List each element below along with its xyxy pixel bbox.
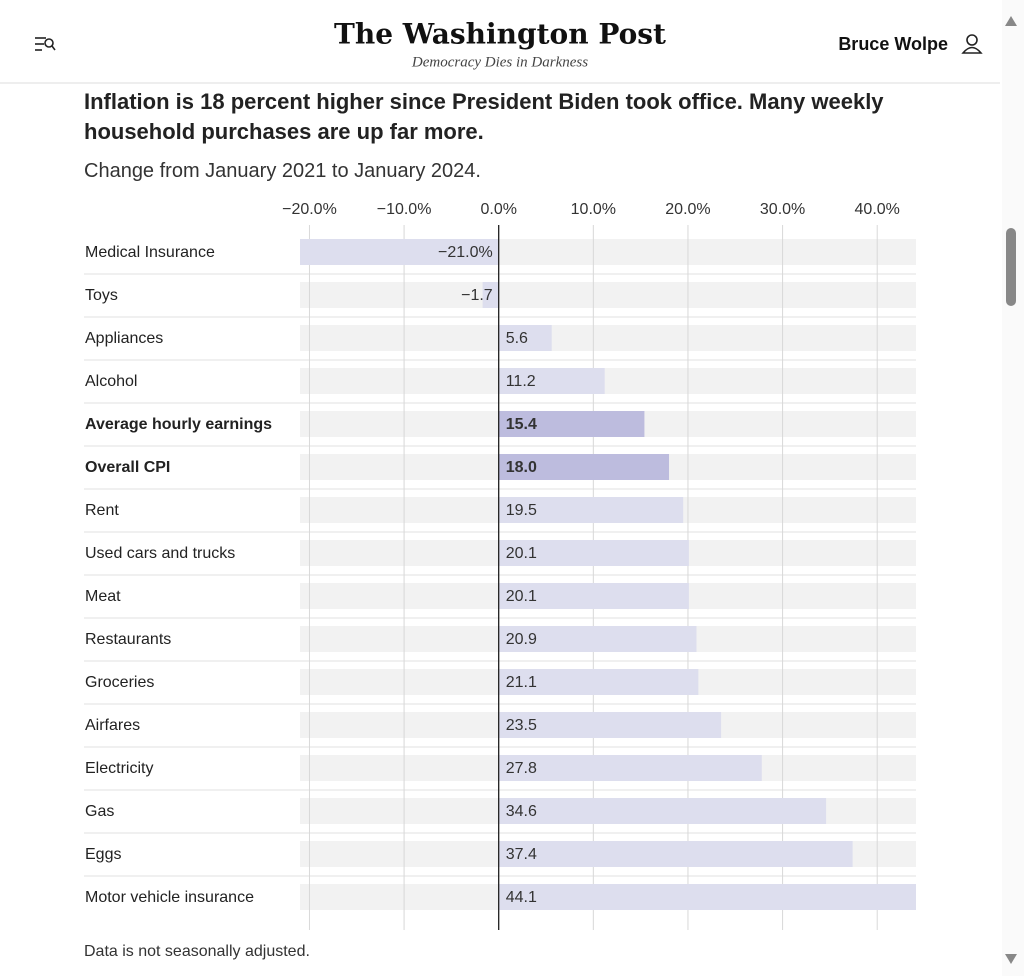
bar (498, 669, 699, 695)
chart: −20.0% −10.0% 0.0% 10.0% 20.0% 30.0% 40.0% −21.… (84, 201, 916, 930)
bar (498, 454, 670, 480)
category-label: Gas (85, 803, 114, 820)
x-tick-label: 40.0% (855, 201, 900, 218)
category-label: Appliances (85, 330, 163, 347)
user-name[interactable]: Bruce Wolpe (838, 34, 948, 54)
bar (498, 497, 684, 523)
x-tick-label: −10.0% (377, 201, 432, 218)
bar (498, 712, 722, 738)
value-label: 15.4 (506, 416, 537, 433)
value-label: 21.1 (506, 674, 537, 691)
scrollbar[interactable] (1002, 0, 1024, 976)
chart-note: Data is not seasonally adjusted. (84, 943, 310, 960)
value-label: 27.8 (506, 760, 537, 777)
value-label: 37.4 (506, 846, 537, 863)
value-label: 18.0 (506, 459, 537, 476)
scroll-thumb[interactable] (1006, 228, 1016, 306)
value-label: 20.9 (506, 631, 537, 648)
bar (498, 411, 645, 437)
category-label: Alcohol (85, 373, 137, 390)
x-tick-label: 20.0% (665, 201, 710, 218)
bar (498, 798, 827, 824)
category-label: Medical Insurance (85, 244, 215, 261)
bar (498, 540, 689, 566)
value-label: −1.7 (461, 287, 493, 304)
value-label: 5.6 (506, 330, 528, 347)
track (300, 325, 916, 351)
bar (498, 325, 552, 351)
value-label: 20.1 (506, 588, 537, 605)
category-label: Meat (85, 588, 121, 605)
tagline: Democracy Dies in Darkness (411, 54, 588, 70)
category-label: Toys (85, 287, 118, 304)
category-label: Groceries (85, 674, 154, 691)
chart-title: Inflation is 18 percent higher since Pre… (84, 89, 884, 144)
category-label: Airfares (85, 717, 140, 734)
bar (498, 884, 916, 910)
bar (498, 841, 853, 867)
x-tick-label: 10.0% (571, 201, 616, 218)
value-label: 44.1 (506, 889, 537, 906)
bar (300, 239, 499, 265)
bar (498, 368, 605, 394)
value-label: 19.5 (506, 502, 537, 519)
bar (498, 583, 689, 609)
value-label: 23.5 (506, 717, 537, 734)
scroll-down[interactable] (1005, 954, 1017, 964)
value-label: 34.6 (506, 803, 537, 820)
value-label: 11.2 (506, 373, 536, 390)
category-label: Restaurants (85, 631, 171, 648)
bar (482, 282, 499, 308)
menu-button[interactable] (35, 37, 56, 51)
value-label: −21.0% (438, 244, 493, 261)
category-label: Eggs (85, 846, 121, 863)
category-label: Overall CPI (85, 459, 170, 476)
track (300, 368, 916, 394)
category-label: Rent (85, 502, 119, 519)
value-label: 20.1 (506, 545, 537, 562)
category-label: Average hourly earnings (85, 416, 272, 433)
category-label: Used cars and trucks (85, 545, 235, 562)
category-label: Motor vehicle insurance (85, 889, 254, 906)
bar (498, 755, 762, 781)
scroll-up[interactable] (1005, 16, 1017, 26)
logo[interactable]: The Washington Post (334, 18, 666, 51)
user-icon[interactable] (961, 34, 983, 54)
x-tick-label: −20.0% (282, 201, 337, 218)
track (300, 282, 916, 308)
chart-subtitle: Change from January 2021 to January 2024… (84, 160, 481, 182)
bar (498, 626, 697, 652)
x-tick-label: 0.0% (480, 201, 516, 218)
category-label: Electricity (85, 760, 153, 777)
x-tick-label: 30.0% (760, 201, 805, 218)
